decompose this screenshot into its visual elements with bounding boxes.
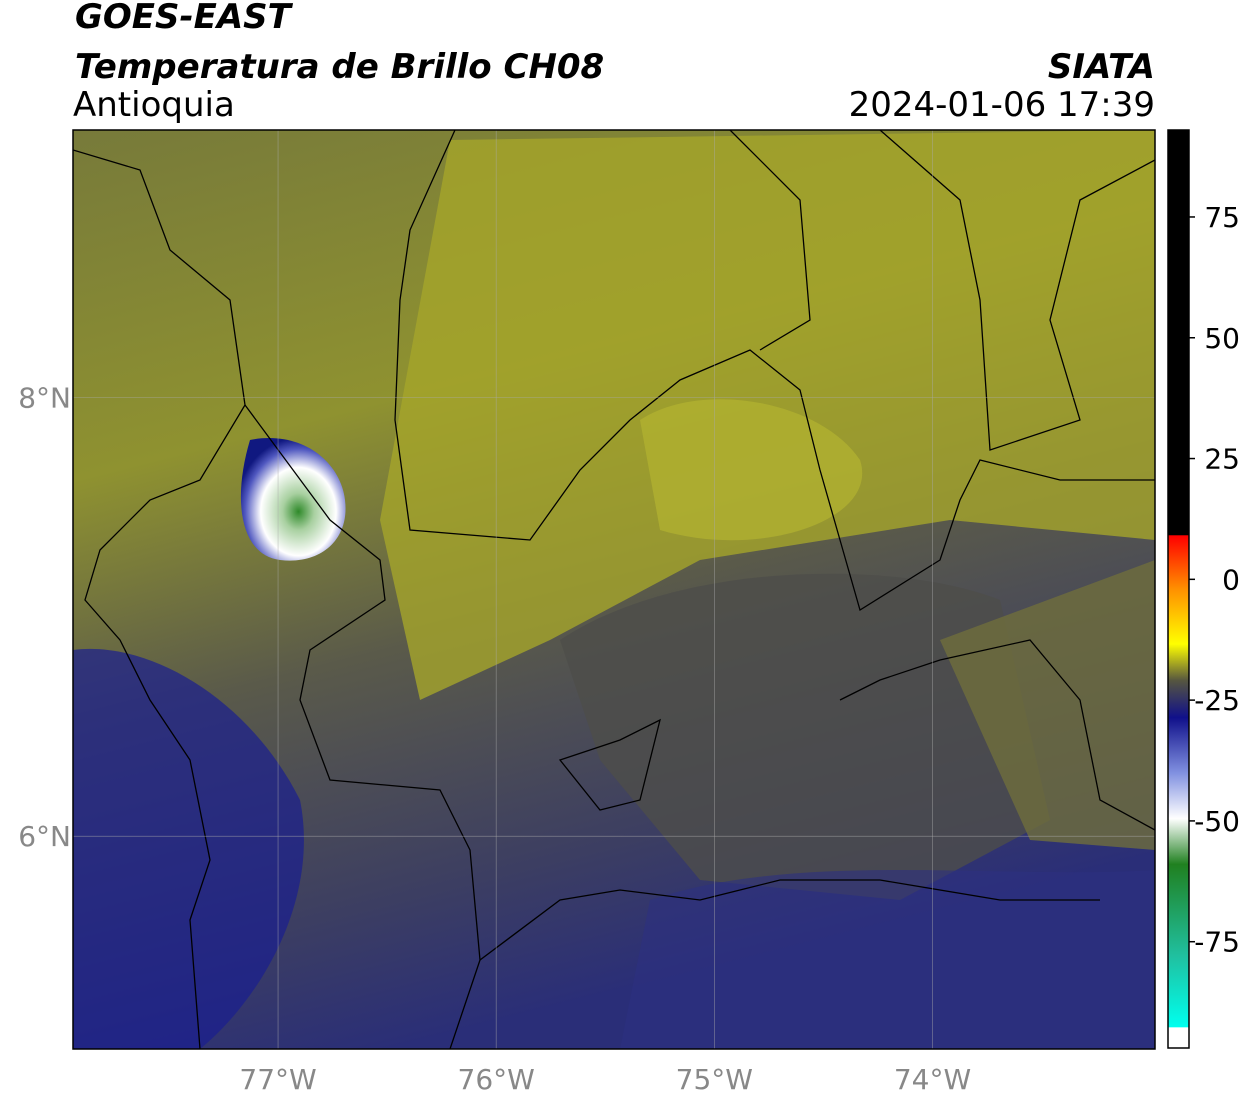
lon-tick-label: 77°W: [239, 1063, 316, 1096]
map-image: [73, 130, 1155, 1049]
colorbar-tick-label: -25: [1194, 684, 1240, 717]
colorbar-tick-label: -50: [1194, 805, 1240, 838]
colorbar-tick-label: 25: [1204, 443, 1240, 476]
lon-tick-label: 76°W: [458, 1063, 535, 1096]
colorbar-tick-label: 0: [1222, 563, 1240, 596]
lat-tick-label: 8°N: [18, 382, 71, 415]
colorbar-tick-label: 75: [1204, 201, 1240, 234]
datetime: 2024-01-06 17:39: [849, 85, 1155, 125]
region: Antioquia: [73, 85, 235, 125]
colorbar: [1167, 129, 1190, 1049]
grid: [73, 130, 1155, 1049]
lat-tick-label: 6°N: [18, 820, 71, 853]
source: SIATA: [1048, 47, 1155, 87]
satellite: GOES-EAST: [75, 0, 294, 37]
colorbar-tick-label: 50: [1204, 322, 1240, 355]
map-frame: [72, 129, 1156, 1050]
title: Temperatura de Brillo CH08: [75, 47, 604, 87]
lon-tick-label: 75°W: [676, 1063, 753, 1096]
lon-tick-label: 74°W: [894, 1063, 971, 1096]
colorbar-tick-label: -75: [1194, 926, 1240, 959]
